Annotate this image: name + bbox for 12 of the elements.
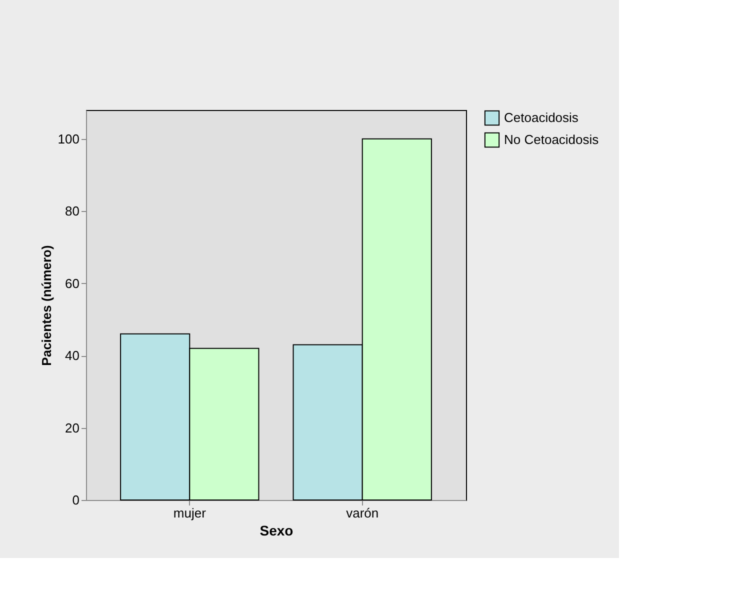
y-axis-title: Pacientes (número) <box>38 245 54 366</box>
y-tick-label: 80 <box>65 204 80 219</box>
y-tick-label: 100 <box>58 131 80 146</box>
legend-label: No Cetoacidosis <box>504 132 600 147</box>
x-tick-label: mujer <box>173 506 207 520</box>
y-tick-label: 0 <box>72 492 80 508</box>
x-tick-label: varón <box>346 506 379 520</box>
legend-label: Cetoacidosis <box>504 110 579 125</box>
x-axis-title: Sexo <box>260 522 294 538</box>
y-tick-label: 40 <box>65 348 80 364</box>
y-tick-label: 20 <box>65 420 80 436</box>
y-tick-label: 60 <box>65 276 80 291</box>
